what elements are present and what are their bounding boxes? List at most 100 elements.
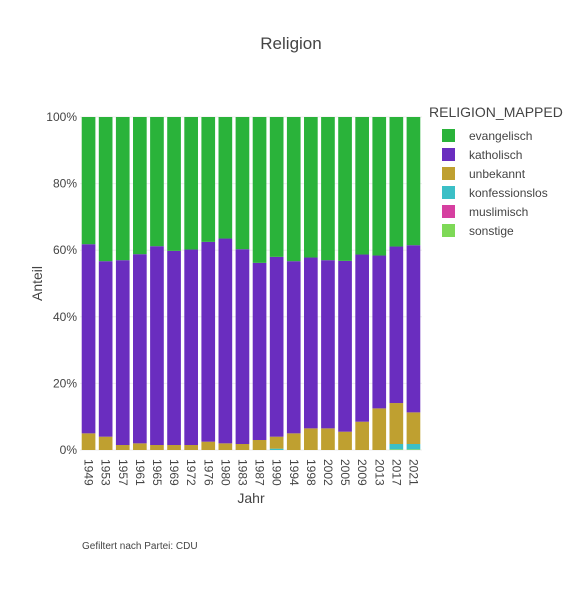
bar-segment-evangelisch xyxy=(167,117,181,251)
bar-segment-katholisch xyxy=(219,239,233,444)
bar-segment-evangelisch xyxy=(201,117,215,242)
bar-segment-katholisch xyxy=(82,244,96,433)
bar-segment-unbekannt xyxy=(355,422,369,450)
bar-segment-evangelisch xyxy=(287,117,301,261)
x-tick-label: 1994 xyxy=(287,459,301,486)
bar-segment-katholisch xyxy=(150,246,164,445)
legend-item-sonstige[interactable]: sonstige xyxy=(429,221,582,240)
x-tick-label: 1983 xyxy=(235,459,249,486)
bar-segment-evangelisch xyxy=(304,117,318,258)
legend-items: evangelisch katholisch unbekannt konfession… xyxy=(429,126,582,240)
x-tick-label: 2017 xyxy=(389,459,403,486)
bar-segment-evangelisch xyxy=(219,117,233,239)
bar-segment-unbekannt xyxy=(338,432,352,450)
legend-label: konfessionslos xyxy=(469,186,548,200)
x-tick-label: 1980 xyxy=(218,459,232,486)
legend: RELIGION_MAPPED evangelisch katholisch unb… xyxy=(429,104,582,240)
bar-segment-evangelisch xyxy=(253,117,267,263)
bar-segment-unbekannt xyxy=(201,442,215,450)
legend-swatch xyxy=(442,167,455,180)
bar-segment-katholisch xyxy=(390,247,404,404)
bar-segment-unbekannt xyxy=(407,412,421,444)
bar-segment-katholisch xyxy=(372,256,386,409)
x-tick-label: 1976 xyxy=(201,459,215,486)
bar-segment-unbekannt xyxy=(270,437,284,449)
y-tick-label: 100% xyxy=(46,110,77,124)
bar-segment-unbekannt xyxy=(253,440,267,450)
bar-segment-katholisch xyxy=(99,261,113,436)
legend-label: unbekannt xyxy=(469,167,525,181)
bar-segment-evangelisch xyxy=(372,117,386,256)
bar-segment-evangelisch xyxy=(236,117,250,249)
bar-segment-evangelisch xyxy=(390,117,404,247)
legend-item-unbekannt[interactable]: unbekannt xyxy=(429,164,582,183)
legend-item-muslimisch[interactable]: muslimisch xyxy=(429,202,582,221)
bar-segment-katholisch xyxy=(184,250,198,445)
bar-segment-katholisch xyxy=(133,254,147,443)
legend-swatch xyxy=(442,224,455,237)
legend-swatch xyxy=(442,129,455,142)
bar-segment-unbekannt xyxy=(116,445,130,450)
bar-segment-unbekannt xyxy=(236,444,250,450)
bar-segment-katholisch xyxy=(201,242,215,442)
bar-segment-evangelisch xyxy=(338,117,352,261)
bar-segment-evangelisch xyxy=(270,117,284,257)
legend-label: katholisch xyxy=(469,148,522,162)
bar-segment-katholisch xyxy=(338,261,352,432)
bar-segment-katholisch xyxy=(355,255,369,422)
bar-segment-unbekannt xyxy=(321,428,335,450)
bar-segment-sonstige xyxy=(390,449,404,450)
bar-segment-evangelisch xyxy=(116,117,130,260)
y-tick-label: 20% xyxy=(53,376,77,390)
gridlines xyxy=(80,117,422,450)
bar-segment-evangelisch xyxy=(184,117,198,250)
bar-segment-unbekannt xyxy=(184,445,198,450)
bar-segment-katholisch xyxy=(253,263,267,440)
legend-swatch xyxy=(442,186,455,199)
legend-title: RELIGION_MAPPED xyxy=(429,104,582,120)
x-tick-label: 1957 xyxy=(116,459,130,486)
x-tick-label: 1990 xyxy=(270,459,284,486)
bar-segment-konfessionslos xyxy=(270,449,284,450)
legend-swatch xyxy=(442,205,455,218)
bar-segment-unbekannt xyxy=(82,433,96,450)
x-tick-label: 1998 xyxy=(304,459,318,486)
bar-segment-katholisch xyxy=(407,245,421,412)
legend-label: muslimisch xyxy=(469,205,528,219)
bar-segment-katholisch xyxy=(304,258,318,429)
legend-label: sonstige xyxy=(469,224,514,238)
x-tick-label: 1961 xyxy=(133,459,147,486)
bar-segment-konfessionslos xyxy=(390,444,404,449)
y-tick-label: 60% xyxy=(53,243,77,257)
x-tick-label: 1949 xyxy=(82,459,96,486)
x-tick-label: 2002 xyxy=(321,459,335,486)
legend-item-katholisch[interactable]: katholisch xyxy=(429,145,582,164)
x-tick-label: 2013 xyxy=(372,459,386,486)
x-tick-label: 2009 xyxy=(355,459,369,486)
x-tick-label: 1987 xyxy=(253,459,267,486)
bar-segment-evangelisch xyxy=(355,117,369,255)
filter-footnote: Gefiltert nach Partei: CDU xyxy=(82,541,198,552)
bar-segment-katholisch xyxy=(167,251,181,445)
legend-label: evangelisch xyxy=(469,129,532,143)
legend-item-evangelisch[interactable]: evangelisch xyxy=(429,126,582,145)
bar-segment-evangelisch xyxy=(99,117,113,261)
x-tick-label: 1972 xyxy=(184,459,198,486)
y-tick-label: 40% xyxy=(53,310,77,324)
legend-item-konfessionslos[interactable]: konfessionslos xyxy=(429,183,582,202)
bar-segment-evangelisch xyxy=(407,117,421,245)
bar-segment-unbekannt xyxy=(304,428,318,450)
x-tick-label: 1969 xyxy=(167,459,181,486)
bars xyxy=(82,117,421,450)
bar-segment-unbekannt xyxy=(167,445,181,450)
bar-segment-unbekannt xyxy=(287,433,301,450)
x-tick-label: 2021 xyxy=(406,459,420,486)
bar-segment-sonstige xyxy=(407,449,421,450)
bar-segment-konfessionslos xyxy=(407,444,421,449)
bar-segment-katholisch xyxy=(236,249,250,444)
bar-segment-unbekannt xyxy=(219,443,233,450)
y-tick-label: 80% xyxy=(53,177,77,191)
bar-segment-unbekannt xyxy=(150,445,164,450)
bar-segment-evangelisch xyxy=(321,117,335,260)
